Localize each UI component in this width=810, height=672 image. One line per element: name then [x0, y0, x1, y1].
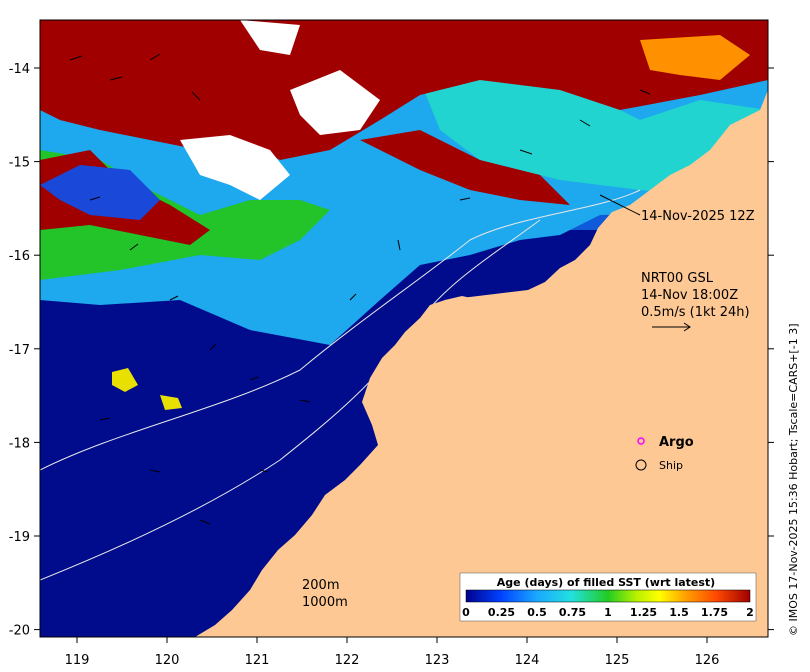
lon-tick-label-2: 121: [245, 653, 270, 668]
lon-tick-label-1: 120: [155, 653, 180, 668]
colorbar-tick-label-6: 1.5: [669, 606, 689, 619]
lon-tick-label-5: 124: [515, 653, 540, 668]
current-product-label: NRT00 GSL: [641, 271, 714, 286]
current-scale-label: 0.5m/s (1kt 24h): [641, 305, 750, 320]
current-time-label: 14-Nov 18:00Z: [641, 288, 738, 303]
argo-label: Argo: [659, 435, 694, 450]
colorbar-tick-label-1: 0.25: [488, 606, 515, 619]
lat-tick-label-3: -17: [9, 343, 30, 358]
image-time-pointer: [599, 194, 641, 216]
sst-region-darkred-east: [360, 130, 570, 205]
ship-label: Ship: [659, 459, 683, 472]
colorbar-title: Age (days) of filled SST (wrt latest): [497, 576, 715, 589]
lon-tick-label-7: 126: [695, 653, 720, 668]
colorbar-tick-label-5: 1.25: [630, 606, 657, 619]
colorbar-tick-label-8: 2: [746, 606, 754, 619]
lat-tick-label-0: -14: [9, 62, 30, 77]
sst-region-white-gap-1: [180, 135, 290, 200]
colorbar-tick-label-4: 1: [604, 606, 612, 619]
bathymetry-contour-200m: [40, 189, 641, 471]
lat-tick-label-6: -20: [9, 624, 30, 639]
current-vectors: [69, 53, 651, 525]
lat-tick-label-4: -18: [9, 436, 30, 451]
map-plot-area: [40, 20, 768, 637]
lat-tick-label-2: -16: [9, 249, 30, 264]
colorbar-tick-label-2: 0.5: [527, 606, 547, 619]
colorbar-ticks: 0 0.25 0.5 0.75 1 1.25 1.5 1.75 2: [462, 606, 754, 619]
image-time-label: 14-Nov-2025 12Z: [641, 209, 755, 224]
longitude-axis: 119 120 121 122 123 124 125 126: [65, 637, 720, 668]
lat-tick-label-5: -19: [9, 530, 30, 545]
contour-200m-label: 200m: [302, 578, 339, 593]
credit-text: © IMOS 17-Nov-2025 15:36 Hobart; Tscale=…: [787, 324, 800, 636]
latitude-axis: -14 -15 -16 -17 -18 -19 -20: [9, 62, 774, 639]
lon-tick-label-0: 119: [65, 653, 90, 668]
bathymetry-contour-1000m: [40, 219, 541, 581]
contour-1000m-label: 1000m: [302, 595, 348, 610]
colorbar-tick-label-3: 0.75: [559, 606, 586, 619]
sst-region-cyan-north: [420, 70, 768, 200]
land-australia: [195, 90, 768, 637]
lon-tick-label-6: 125: [605, 653, 630, 668]
land-peninsula: [445, 290, 540, 395]
colorbar-tick-label-7: 1.75: [701, 606, 728, 619]
sst-region-darkred-north: [40, 20, 768, 160]
sst-region-orange-east: [640, 35, 750, 80]
sst-region-yellow-spots: [112, 368, 182, 410]
colorbar-gradient: [465, 589, 751, 603]
sst-region-white-gap-2: [290, 70, 380, 135]
argo-marker-icon: [637, 437, 645, 445]
lon-tick-label-4: 123: [425, 653, 450, 668]
map-frame: [39, 19, 769, 638]
current-scale-arrow: [652, 322, 691, 332]
sst-region-white-gap-3: [240, 20, 300, 55]
lon-tick-label-3: 122: [335, 653, 360, 668]
colorbar-tick-label-0: 0: [462, 606, 470, 619]
ship-marker-icon: [635, 459, 647, 471]
lat-tick-label-1: -15: [9, 156, 30, 171]
sst-region-blue-west: [40, 165, 160, 220]
